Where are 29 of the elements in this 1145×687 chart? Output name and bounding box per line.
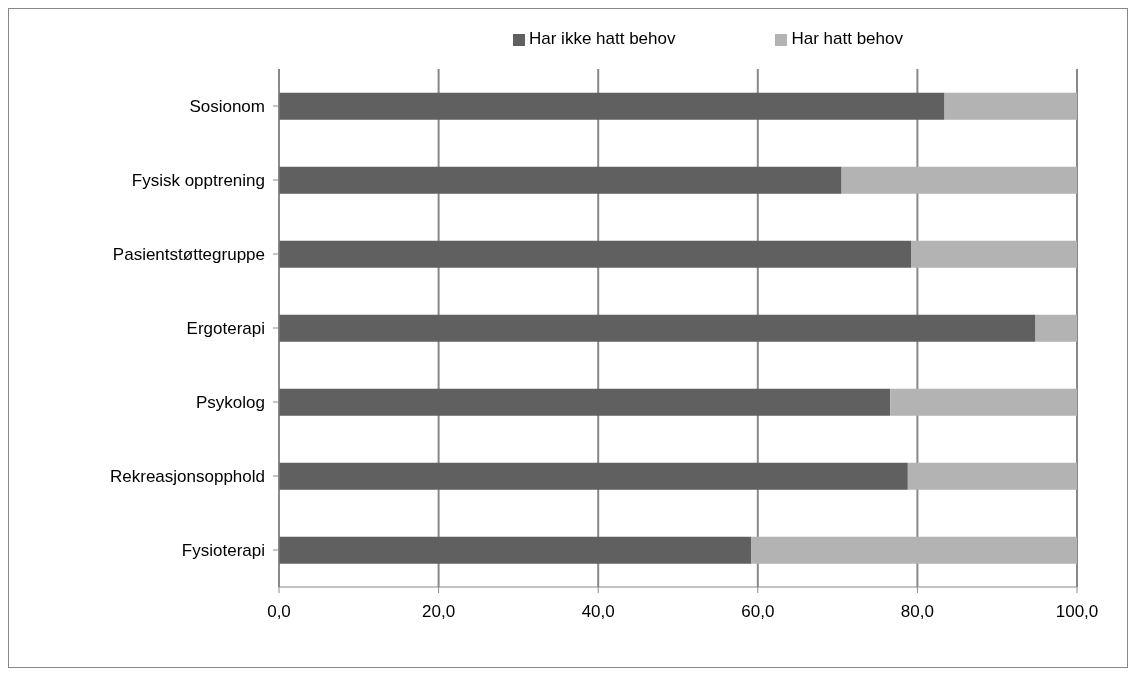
bar [279,536,752,564]
legend-label: Har ikke hatt behov [529,29,676,48]
x-tick-label: 20,0 [422,602,456,622]
bar [279,314,1036,342]
bar [1035,314,1077,342]
bar [911,240,1077,268]
y-tick-label: Psykolog [196,393,265,413]
bar [890,388,1077,416]
y-tick-label: Sosionom [189,97,265,117]
x-tick-label: 0,0 [267,602,291,622]
y-tick-label: Rekreasjonsopphold [110,467,265,487]
x-tick-label: 80,0 [900,602,934,622]
y-tick-label: Pasientstøttegruppe [112,245,265,265]
x-tick-label: 40,0 [581,602,615,622]
bar [841,166,1077,194]
bar [907,462,1077,490]
y-tick-label: Ergoterapi [186,319,265,339]
bar [279,92,945,120]
y-tick-label: Fysioterapi [181,541,265,561]
bar [279,462,908,490]
bar [944,92,1077,120]
legend-label: Har hatt behov [791,29,903,48]
bar [279,166,842,194]
x-tick-label: 100,0 [1055,602,1099,622]
bar [279,240,912,268]
bar [751,536,1077,564]
x-tick-label: 60,0 [741,602,775,622]
bar [279,388,891,416]
y-tick-label: Fysisk opptrening [131,171,265,191]
